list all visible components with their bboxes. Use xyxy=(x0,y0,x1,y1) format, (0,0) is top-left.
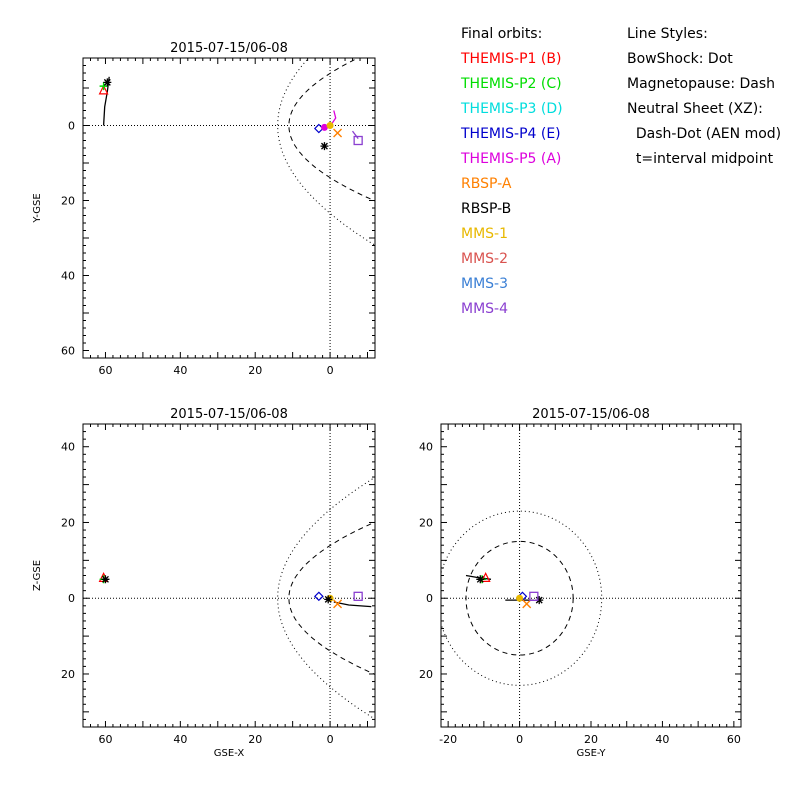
marker-square xyxy=(353,135,363,146)
x-tick-label: 20 xyxy=(248,733,262,746)
marker-x xyxy=(522,599,532,609)
legend-item: THEMIS-P3 (D) xyxy=(461,101,563,117)
marker-diamond xyxy=(313,591,324,602)
marker-asterisk xyxy=(324,595,333,604)
marker-triangle xyxy=(98,84,109,95)
chart-panel-2: 60 40 20 0 40 20 0 20 2015-07-15/06-08 GSE-X Z-GSE xyxy=(32,407,376,759)
x-tick-label: 20 xyxy=(584,733,598,746)
x-axis-label: GSE-Y xyxy=(577,748,607,759)
line-style-magnetopause: Magnetopause: Dash xyxy=(627,76,776,92)
legend-item: MMS-3 xyxy=(461,276,509,292)
plot-area xyxy=(83,58,375,358)
magnetopause-circle xyxy=(465,540,574,656)
orbit-track xyxy=(331,110,337,124)
y-axis-label: Y-GSE xyxy=(32,193,43,223)
bow-shock-circle xyxy=(441,510,603,686)
marker-asterisk xyxy=(476,575,485,584)
legend-item: THEMIS-P5 (A) xyxy=(461,151,562,167)
line-style-neutral-sheet: Neutral Sheet (XZ): xyxy=(627,101,763,117)
legend-heading: Final orbits: xyxy=(461,26,543,42)
x-tick-label: 0 xyxy=(516,733,523,746)
y-tick-label: 20 xyxy=(61,668,75,681)
x-tick-label: 20 xyxy=(248,364,262,377)
y-tick-label: 0 xyxy=(68,120,75,133)
plot-area xyxy=(441,424,741,727)
line-style-neutral-sheet-mod: Dash-Dot (AEN mod) xyxy=(627,126,782,142)
marker-asterisk xyxy=(103,78,112,87)
legend-item: RBSP-A xyxy=(461,176,512,192)
plot-frame xyxy=(440,423,742,728)
y-tick-label: 0 xyxy=(68,592,75,605)
y-tick-label: 0 xyxy=(426,592,433,605)
orbit-track xyxy=(351,130,359,139)
chart-panel-1: 60 40 20 0 0 20 40 60 2015-07-15/06-08 Y-GSE xyxy=(32,41,376,377)
y-tick-label: 20 xyxy=(419,516,433,529)
legend-item: RBSP-B xyxy=(461,201,512,217)
x-tick-label: -20 xyxy=(439,733,457,746)
chart-panel-3: -20 0 20 40 60 40 20 0 20 2015-07-15/06-08 GSE-Y xyxy=(419,407,742,759)
plot-frame xyxy=(82,57,376,359)
plot-frame xyxy=(82,423,376,728)
orbit-track xyxy=(465,574,492,580)
marker-circle xyxy=(326,122,334,129)
x-tick-label: 40 xyxy=(173,364,187,377)
chart-title: 2015-07-15/06-08 xyxy=(170,41,288,56)
chart-title: 2015-07-15/06-08 xyxy=(532,407,650,422)
chart-title: 2015-07-15/06-08 xyxy=(170,407,288,422)
y-tick-label: 40 xyxy=(419,441,433,454)
legend-item: THEMIS-P1 (B) xyxy=(461,51,562,67)
marker-triangle xyxy=(480,572,491,582)
bow-shock-curve xyxy=(277,58,375,246)
x-tick-label: 0 xyxy=(327,364,334,377)
x-tick-label: 40 xyxy=(173,733,187,746)
marker-square xyxy=(353,591,363,601)
legend-item: THEMIS-P4 (E) xyxy=(461,126,561,142)
y-tick-label: 20 xyxy=(419,668,433,681)
marker-asterisk xyxy=(101,575,110,584)
x-tick-label: 40 xyxy=(655,733,669,746)
magnetopause-curve xyxy=(288,521,375,675)
y-tick-label: 20 xyxy=(61,195,75,208)
marker-circle xyxy=(320,123,328,131)
x-tick-label: 0 xyxy=(327,733,334,746)
orbits-legend: Final orbits: THEMIS-P1 (B) THEMIS-P2 (C)… xyxy=(461,22,563,322)
x-tick-label: 60 xyxy=(98,733,112,746)
y-tick-label: 60 xyxy=(61,345,75,358)
marker-plus xyxy=(99,82,108,91)
line-styles-heading: Line Styles: xyxy=(627,26,708,42)
x-tick-label: 60 xyxy=(98,364,112,377)
marker-asterisk xyxy=(535,596,544,605)
x-axis-label: GSE-X xyxy=(214,748,245,759)
marker-x xyxy=(333,128,343,138)
y-axis-label: Z-GSE xyxy=(32,560,43,591)
legend-item: THEMIS-P2 (C) xyxy=(461,76,562,92)
legend-item: MMS-2 xyxy=(461,251,509,267)
line-style-bowshock: BowShock: Dot xyxy=(627,51,733,67)
line-styles-legend: Line Styles: BowShock: Dot Magnetopause:… xyxy=(627,22,781,172)
plot-area xyxy=(83,424,375,727)
marker-square xyxy=(529,591,539,601)
legend-item: MMS-4 xyxy=(461,301,509,317)
y-tick-label: 40 xyxy=(61,441,75,454)
marker-x xyxy=(333,599,343,609)
orbit-track xyxy=(102,76,110,126)
y-tick-label: 20 xyxy=(61,516,75,529)
marker-asterisk xyxy=(320,142,329,151)
x-tick-label: 60 xyxy=(727,733,741,746)
marker-circle xyxy=(516,594,524,602)
y-tick-label: 40 xyxy=(61,270,75,283)
line-style-interval-note: t=interval midpoint xyxy=(627,151,774,167)
legend-item: MMS-1 xyxy=(461,226,509,242)
